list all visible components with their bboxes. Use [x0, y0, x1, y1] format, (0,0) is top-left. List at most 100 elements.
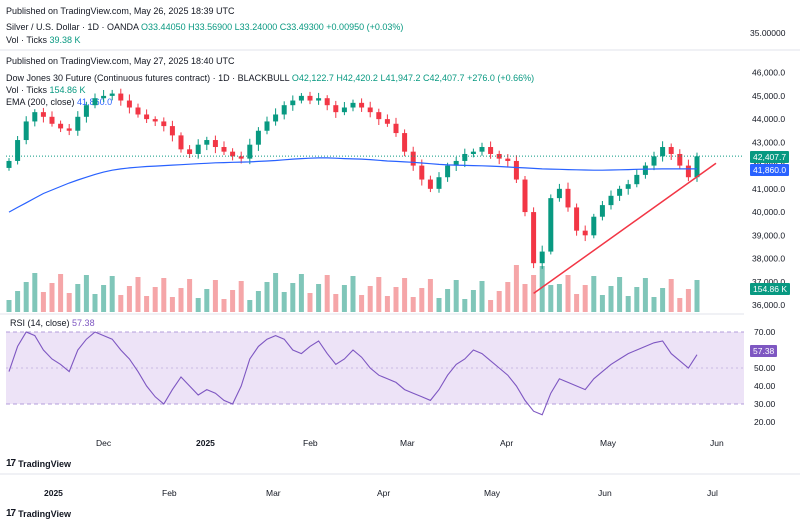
candle-body	[625, 184, 631, 189]
front-x-tick-label: Jun	[710, 438, 724, 448]
volume-bar	[685, 289, 691, 312]
volume-bar	[625, 296, 631, 312]
tradingview-mark-icon-back: 17	[6, 508, 16, 519]
volume-bar	[445, 289, 451, 312]
rsi-tick-label: 50.00	[754, 363, 776, 373]
front-x-tick-label: May	[600, 438, 617, 448]
back-x-tick-label: May	[484, 488, 501, 498]
candle-body	[634, 174, 640, 185]
candle-body	[496, 153, 502, 159]
volume-bar	[161, 278, 167, 312]
candle-body	[83, 105, 89, 117]
volume-bar	[376, 277, 382, 312]
candle-body	[341, 107, 347, 113]
volume-bar	[169, 297, 175, 312]
volume-bar	[23, 282, 29, 312]
volume-bar	[126, 286, 132, 312]
volume-bar	[83, 275, 89, 312]
last-price-tag: 42,407.7	[750, 151, 790, 163]
front-ohlc-low: L41,947.2	[380, 73, 421, 83]
volume-bar	[488, 300, 494, 312]
back-x-tick-label: Apr	[377, 488, 390, 498]
back-x-tick-label: Jun	[598, 488, 612, 498]
front-ema-label: EMA (200, close)	[6, 97, 75, 107]
volume-bar	[109, 276, 115, 312]
volume-bar	[608, 286, 614, 312]
front-ohlc-open: O42,122.7	[291, 73, 334, 83]
volume-bar	[350, 276, 356, 312]
candle-body	[247, 144, 253, 159]
volume-bar	[333, 294, 339, 312]
front-ohlc-change: +276.0 (+0.66%)	[467, 73, 535, 83]
candle-body	[290, 100, 296, 106]
candle-body	[599, 205, 605, 217]
volume-bar	[453, 280, 459, 312]
candle-body	[135, 107, 141, 115]
candle-body	[152, 119, 158, 122]
volume-bar	[281, 292, 287, 312]
price-tick-label: 40,000.0	[752, 207, 785, 217]
rsi-label: RSI (14, close)	[10, 318, 70, 328]
price-tick-label: 39,000.0	[752, 230, 785, 240]
back-volume-row: Vol · Ticks 39.38 K	[6, 35, 81, 46]
back-tradingview-logo: 17 TradingView	[6, 508, 71, 519]
candle-body	[393, 123, 399, 134]
candle-body	[316, 98, 322, 101]
volume-bar	[410, 297, 416, 312]
candle-body	[178, 135, 184, 150]
candle-body	[436, 177, 442, 189]
back-x-tick-label: Jul	[707, 488, 718, 498]
candle-body	[221, 147, 227, 152]
candle-body	[281, 105, 287, 115]
price-tick-label: 43,000.0	[752, 137, 785, 147]
volume-bar	[617, 277, 623, 312]
candle-body	[75, 116, 81, 131]
volume-bar	[522, 284, 528, 312]
volume-bar	[496, 291, 502, 312]
candle-body	[582, 230, 588, 236]
candle-body	[531, 212, 537, 264]
candle-body	[548, 198, 554, 252]
candle-body	[187, 149, 193, 154]
candle-body	[195, 144, 201, 154]
back-ohlc-change: +0.00950 (+0.03%)	[326, 22, 404, 32]
candle-body	[324, 98, 330, 106]
candle-body	[212, 140, 218, 148]
volume-bar	[694, 280, 700, 312]
front-brand-text: TradingView	[18, 458, 71, 469]
volume-bar	[599, 295, 605, 312]
candle-body	[230, 151, 236, 157]
candle-body	[685, 165, 691, 178]
candle-body	[49, 116, 55, 124]
volume-bar	[565, 275, 571, 312]
candle-body	[92, 98, 98, 106]
front-ohlc-high: H42,420.2	[336, 73, 378, 83]
front-x-tick-label: Feb	[303, 438, 318, 448]
rsi-price-tag: 57.38	[750, 345, 778, 357]
volume-bar	[118, 295, 124, 312]
volume-bar	[660, 288, 666, 312]
front-symbol-title: Dow Jones 30 Future (Continuous futures …	[6, 73, 290, 83]
volume-bar	[15, 291, 21, 312]
candle-body	[161, 121, 167, 127]
candle-body	[169, 126, 175, 136]
rsi-row: RSI (14, close) 57.38	[10, 318, 95, 329]
volume-bar	[668, 279, 674, 312]
ema-200-line	[8, 157, 697, 213]
front-x-tick-label: 2025	[196, 438, 215, 448]
candle-body	[402, 133, 408, 152]
candle-body	[427, 179, 433, 189]
rsi-value-text: 57.38	[72, 318, 95, 328]
back-price-label: 35.00000	[750, 28, 786, 38]
back-symbol-row: Silver / U.S. Dollar · 1D · OANDA O33.44…	[6, 22, 403, 33]
volume-bar	[384, 296, 390, 312]
tradingview-mark-icon: 17	[6, 458, 16, 469]
candle-body	[367, 107, 373, 113]
volume-bar	[255, 291, 261, 312]
volume-bar	[187, 279, 193, 312]
back-x-tick-label: 2025	[44, 488, 63, 498]
front-symbol-row: Dow Jones 30 Future (Continuous futures …	[6, 73, 534, 84]
rsi-tick-label: 20.00	[754, 417, 776, 427]
candle-body	[556, 188, 562, 199]
volume-bar	[574, 294, 580, 312]
